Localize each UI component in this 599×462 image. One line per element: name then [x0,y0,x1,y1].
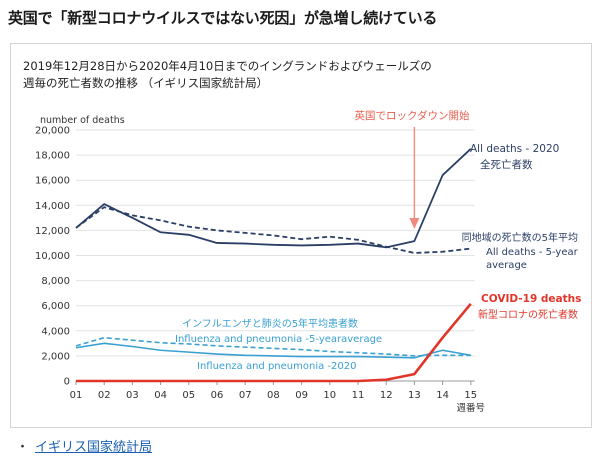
series-line-all2020 [75,148,472,249]
series-label-all5yr-ja: 同地域の死亡数の5年平均 [462,231,578,244]
y-tick-label: 18,000 [35,151,70,162]
chart-panel [10,43,592,428]
y-tick-label: 10,000 [35,251,70,262]
y-tick-label: 2,000 [41,351,70,362]
x-axis-label: 週番号 [457,402,486,414]
x-tick-label: 05 [182,390,195,401]
source-link[interactable]: イギリス国家統計局 [35,440,153,455]
y-tick-label: 12,000 [35,226,70,237]
headline: 英国で「新型コロナウイルスではない死因」が急増し続けている [8,9,438,27]
y-tick-label: 16,000 [35,176,70,187]
y-tick-label: 14,000 [35,201,70,212]
x-tick-label: 06 [211,390,224,401]
x-tick-label: 02 [98,390,111,401]
series-label-covid: COVID-19 deaths [481,293,581,305]
series-label-all5yr-2: average [486,260,527,271]
source-line: ・イギリス国家統計局 [16,436,152,455]
chart-title: 2019年12月28日から2020年4月10日までのイングランドおよびウェールズ… [23,59,432,73]
series-line-flu5yr [75,336,471,357]
chart-title-block: 2019年12月28日から2020年4月10日までのイングランドおよびウェールズ… [23,58,432,92]
series-label-flu5yr-ja: インフルエンザと肺炎の5年平均患者数 [182,317,358,330]
chart-subtitle: 週毎の死亡者数の推移 （イギリス国家統計局） [23,76,269,90]
y-tick-label: 8,000 [41,276,70,287]
x-tick-label: 07 [239,390,252,401]
x-tick-label: 11 [352,390,365,401]
x-tick-label: 04 [154,390,167,401]
y-tick-label: 20,000 [35,126,70,137]
series-label-covid-ja: 新型コロナの死亡者数 [478,308,578,321]
x-tick-label: 09 [295,390,308,401]
series-label-flu5yr: Influenza and pneumonia -5-yearaverage [175,334,382,345]
y-tick-label: 0 [64,377,70,388]
x-tick-label: 08 [267,390,280,401]
series-label-all2020-ja: 全死亡者数 [480,158,533,171]
y-tick-label: 4,000 [41,326,70,337]
series-line-all5yr [75,206,471,254]
y-tick-label: 6,000 [41,301,70,312]
x-tick-label: 10 [323,390,336,401]
series-label-all5yr-1: All deaths - 5-year [486,247,579,258]
x-tick-label: 13 [408,390,421,401]
series-line-covid [76,302,472,383]
x-tick-label: 03 [126,390,139,401]
x-tick-label: 01 [70,390,83,401]
y-axis-label: number of deaths [40,115,125,126]
x-tick-label: 15 [464,390,477,401]
series-line-flu2020 [75,342,471,359]
x-tick-label: 12 [380,390,393,401]
x-tick-label: 14 [436,390,449,401]
annotation-lockdown: 英国でロックダウン開始 [354,109,470,122]
series-label-flu2020: Influenza and pneumonia -2020 [197,361,356,372]
source-bullet: ・ [16,440,30,455]
series-label-all2020: All deaths - 2020 [470,143,559,155]
annotation-arrow-head [409,218,420,229]
